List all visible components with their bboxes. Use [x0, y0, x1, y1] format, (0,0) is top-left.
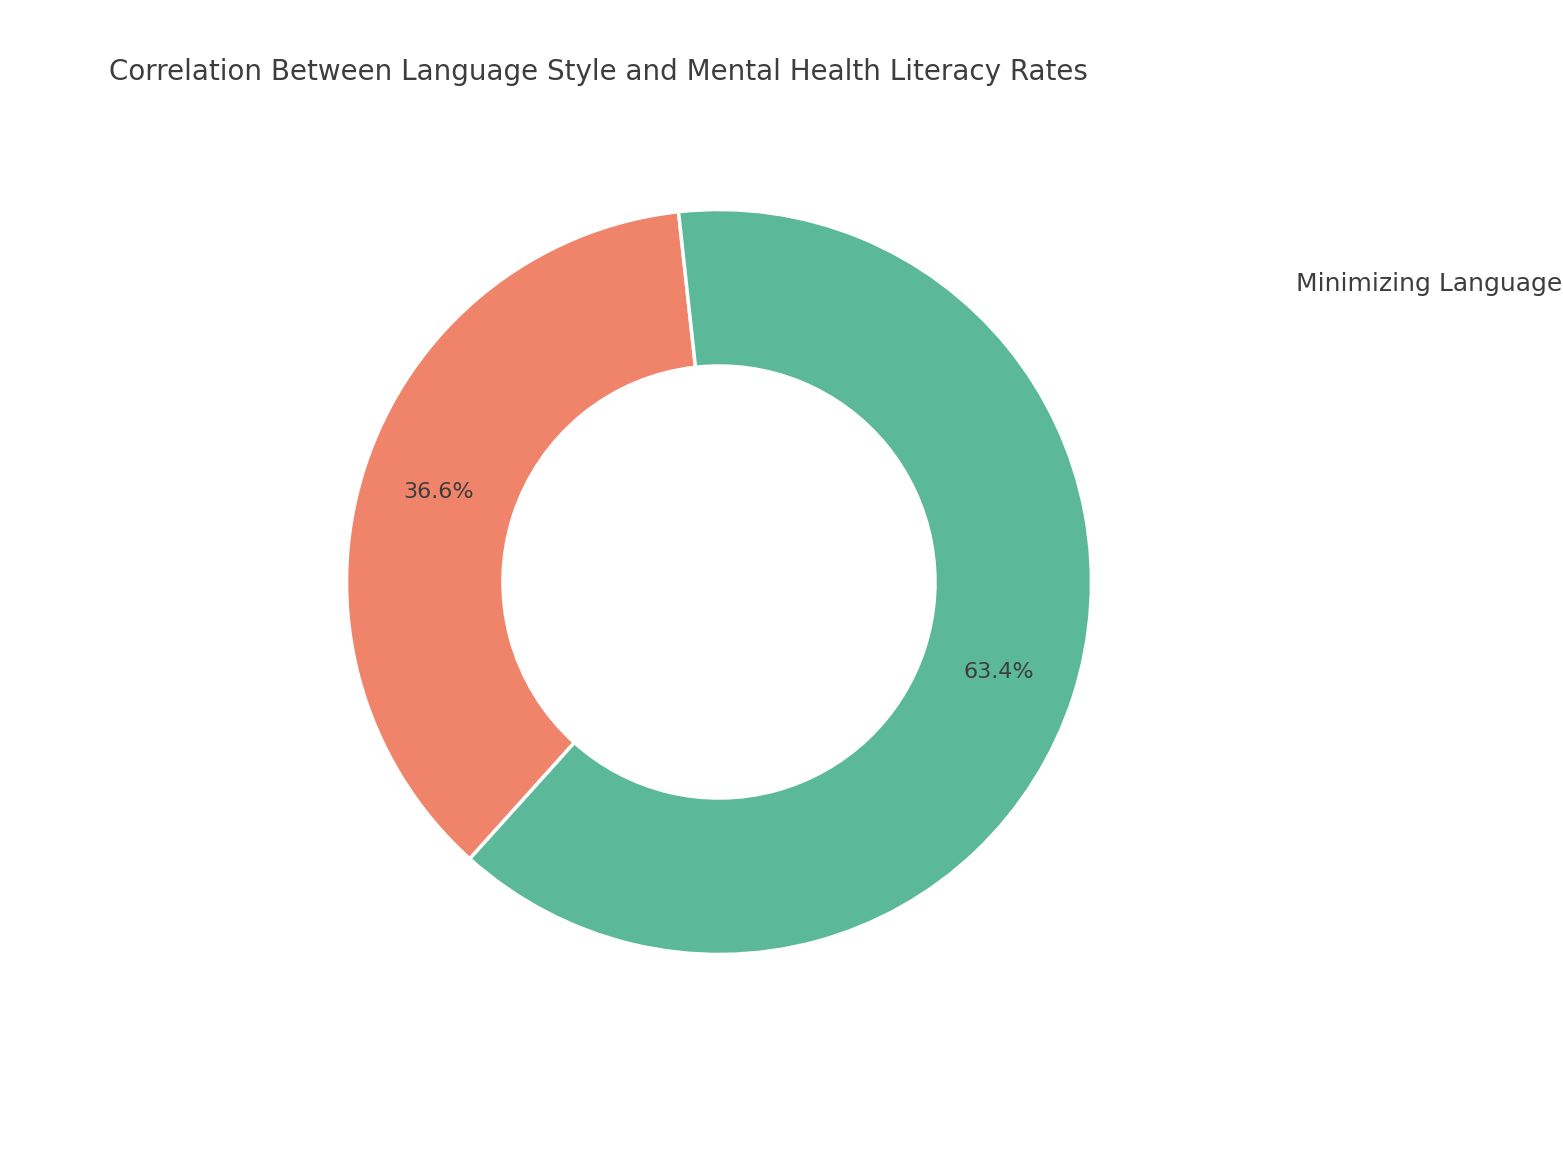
- Text: 63.4%: 63.4%: [964, 662, 1035, 682]
- Text: Correlation Between Language Style and Mental Health Literacy Rates: Correlation Between Language Style and M…: [109, 58, 1088, 86]
- Wedge shape: [347, 212, 696, 859]
- Wedge shape: [470, 210, 1091, 954]
- Text: Minimizing Language ("Lowkey", "Sort of"): Minimizing Language ("Lowkey", "Sort of"…: [1296, 272, 1563, 296]
- Text: 36.6%: 36.6%: [403, 482, 474, 502]
